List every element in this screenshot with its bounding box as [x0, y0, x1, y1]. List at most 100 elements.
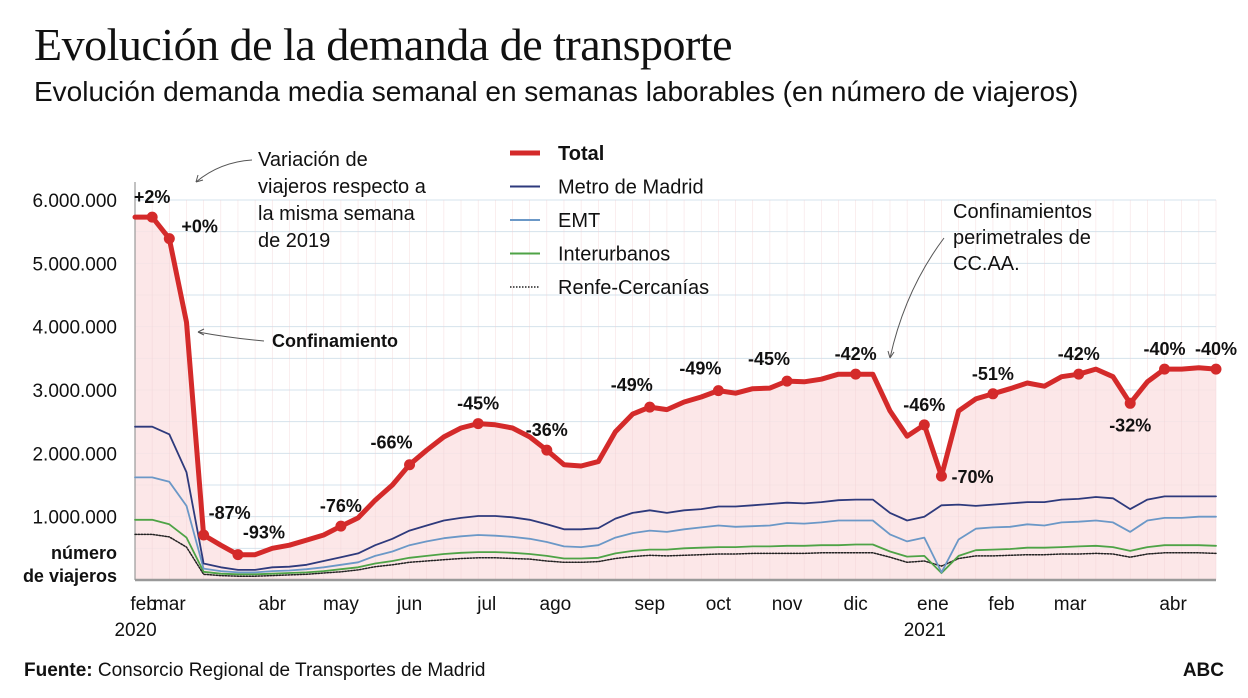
x-tick-label: mar [1054, 594, 1087, 615]
source-label: Fuente: [24, 660, 93, 681]
x-tick-label: abr [1159, 594, 1187, 615]
arrow-head-icon [887, 350, 895, 359]
legend-label: Interurbanos [558, 244, 670, 266]
series-lines [132, 214, 1219, 577]
legend-label: Total [558, 143, 604, 165]
x-tick-label: sep [634, 594, 665, 615]
annotation-arrow [889, 237, 945, 359]
total-marker-label: -40% [1195, 339, 1237, 359]
total-marker [781, 375, 793, 387]
series-line-emt [134, 476, 1217, 574]
total-marker [232, 549, 244, 561]
y-tick-label: 2.000.000 [32, 444, 117, 465]
x-tick-label: may [323, 594, 359, 615]
total-marker-label: +0% [181, 217, 218, 237]
legend-label: Renfe-Cercanías [558, 277, 709, 299]
x-year-label: 2020 [114, 620, 156, 641]
arrow-head-icon [197, 328, 205, 336]
total-marker [1210, 363, 1222, 375]
x-tick-label: mar [153, 594, 186, 615]
total-marker-label: -66% [371, 433, 413, 453]
total-marker [541, 444, 553, 456]
y-axis: 1.000.000 2.000.000 3.000.000 4.000.000 5.00… [23, 182, 136, 586]
annotations: Variación de viajeros respecto a la misma … [195, 149, 1092, 359]
total-marker-label: -42% [1058, 344, 1100, 364]
total-marker-label: -49% [611, 375, 653, 395]
total-marker [850, 368, 862, 380]
total-marker [1073, 368, 1085, 380]
x-tick-label: dic [844, 594, 868, 615]
total-marker-label: -87% [209, 503, 251, 523]
y-tick-label: 1.000.000 [32, 508, 117, 529]
chart-subtitle: Evolución demanda media semanal en seman… [34, 76, 1079, 107]
legend: Total Metro de Madrid EMT Interurbanos Renfe… [510, 143, 709, 299]
series-line-metro-de-madrid [134, 425, 1217, 571]
annotation-perimeter: CC.AA. [953, 253, 1020, 275]
annotation-lockdown: Confinamiento [272, 331, 398, 351]
total-marker-label: -40% [1144, 339, 1186, 359]
total-marker [146, 211, 158, 223]
total-marker-label: -45% [748, 349, 790, 369]
y-tick-label: 4.000.000 [32, 318, 117, 339]
annotation-perimeter: Confinamientos [953, 201, 1092, 223]
annotation-variation: Variación de [258, 149, 368, 171]
annotation-arrow [195, 159, 253, 183]
total-marker-label: -36% [526, 420, 568, 440]
source-note: Fuente: Consorcio Regional de Transporte… [24, 660, 486, 682]
x-year-label: 2021 [904, 620, 946, 641]
annotation-variation: la misma semana [258, 203, 416, 225]
total-marker [198, 529, 210, 541]
total-marker [472, 418, 484, 430]
total-marker-label: -32% [1109, 415, 1151, 435]
legend-label: Metro de Madrid [558, 177, 704, 199]
total-marker-label: -93% [243, 523, 285, 543]
x-tick-label: jul [476, 594, 496, 615]
total-marker [712, 385, 724, 397]
legend-label: EMT [558, 210, 600, 232]
x-tick-label: abr [259, 594, 287, 615]
x-tick-label: feb [988, 594, 1014, 615]
total-marker [918, 419, 930, 431]
annotation-perimeter: perimetrales de [953, 227, 1091, 249]
y-unit-label: número [51, 543, 117, 563]
x-axis: feb 2020 mar abr may jun jul ago sep oct nov dic ene… [114, 578, 1216, 641]
total-marker [987, 388, 999, 400]
total-marker-label: -49% [679, 359, 721, 379]
x-tick-label: jun [396, 594, 422, 615]
total-marker-label: -51% [972, 364, 1014, 384]
brand-logo: ABC [1182, 660, 1224, 681]
total-marker [1124, 397, 1136, 409]
total-marker [335, 520, 347, 532]
series-line-total [132, 214, 1219, 558]
total-marker-label: -45% [457, 394, 499, 414]
total-marker [1159, 363, 1171, 375]
source-text: Consorcio Regional de Transportes de Mad… [97, 660, 486, 681]
total-marker-label: -70% [951, 467, 993, 487]
total-marker [644, 401, 656, 413]
annotation-variation: de 2019 [258, 230, 330, 252]
total-marker [935, 470, 947, 482]
y-tick-label: 6.000.000 [32, 191, 117, 212]
x-tick-label: ago [540, 594, 572, 615]
arrow-head-icon [195, 174, 204, 183]
x-tick-label: ene [917, 594, 949, 615]
total-marker [163, 233, 175, 245]
total-area-fill [135, 217, 1216, 580]
x-tick-label: feb [130, 594, 156, 615]
y-unit-label: de viajeros [23, 566, 117, 586]
y-tick-label: 3.000.000 [32, 381, 117, 402]
total-markers: +2% +0% -87%-93% -76% -66% -45% -36% -49% -49% -4… [134, 187, 1237, 561]
total-marker-label: -76% [320, 496, 362, 516]
chart-title: Evolución de la demanda de transporte [34, 19, 733, 70]
annotation-arrow [197, 331, 265, 342]
y-tick-label: 5.000.000 [32, 254, 117, 275]
total-marker-label: -42% [835, 344, 877, 364]
x-tick-label: oct [706, 594, 732, 615]
x-tick-label: nov [772, 594, 803, 615]
total-marker-label: +2% [134, 187, 171, 207]
total-marker [404, 459, 416, 471]
annotation-variation: viajeros respecto a [258, 176, 427, 198]
total-marker-label: -46% [903, 395, 945, 415]
series-line-interurbanos [134, 518, 1217, 576]
